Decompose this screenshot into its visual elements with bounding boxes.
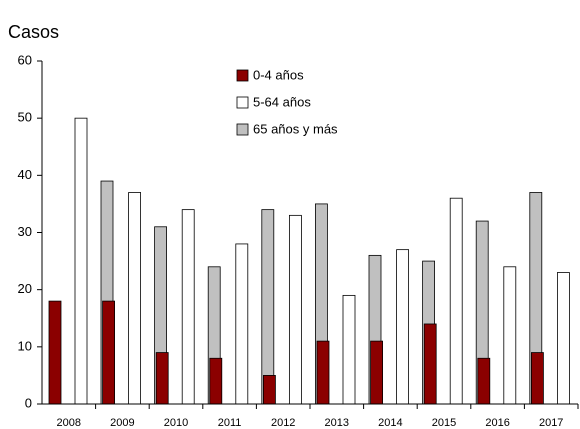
bar [74,117,88,405]
bar [503,266,517,405]
bar [262,375,276,405]
x-tick-label: 2009 [110,417,134,429]
bar [531,352,544,405]
bar [261,209,275,405]
bar [557,272,570,405]
y-tick-label: 20 [18,281,32,296]
y-tick-label: 30 [18,224,32,239]
x-tick-label: 2017 [539,417,563,429]
bar [128,192,142,405]
x-tick-label: 2008 [57,417,81,429]
bar [342,294,356,405]
x-tick-label: 2014 [378,417,402,429]
legend-label: 0-4 años [253,67,304,82]
legend-swatch [236,123,249,136]
bar [288,214,302,405]
bar [102,300,115,405]
bar [181,209,195,405]
x-tick-label: 2016 [485,417,509,429]
x-tick-label: 2011 [218,417,242,429]
bar [370,340,384,405]
legend-label: 65 años y más [253,121,338,136]
legend-swatch [236,69,249,82]
x-tick-label: 2012 [271,417,295,429]
y-tick-label: 40 [18,167,32,182]
legend-swatch [236,96,249,109]
y-axis-label: Casos [8,22,59,42]
y-tick-label: 60 [18,52,32,67]
y-tick-label: 0 [25,395,32,410]
y-tick-label: 10 [18,338,32,353]
bar [477,357,491,405]
y-tick-label: 50 [18,110,32,125]
bar [316,340,330,405]
bar [423,323,437,405]
bar [155,352,169,405]
bar [209,357,223,405]
bar [449,197,463,405]
x-tick-label: 2015 [432,417,456,429]
x-tick-label: 2010 [164,417,188,429]
bar [396,249,410,405]
x-tick-label: 2013 [325,417,349,429]
bar [235,243,249,405]
bar [48,300,62,405]
legend-label: 5-64 años [253,94,311,109]
